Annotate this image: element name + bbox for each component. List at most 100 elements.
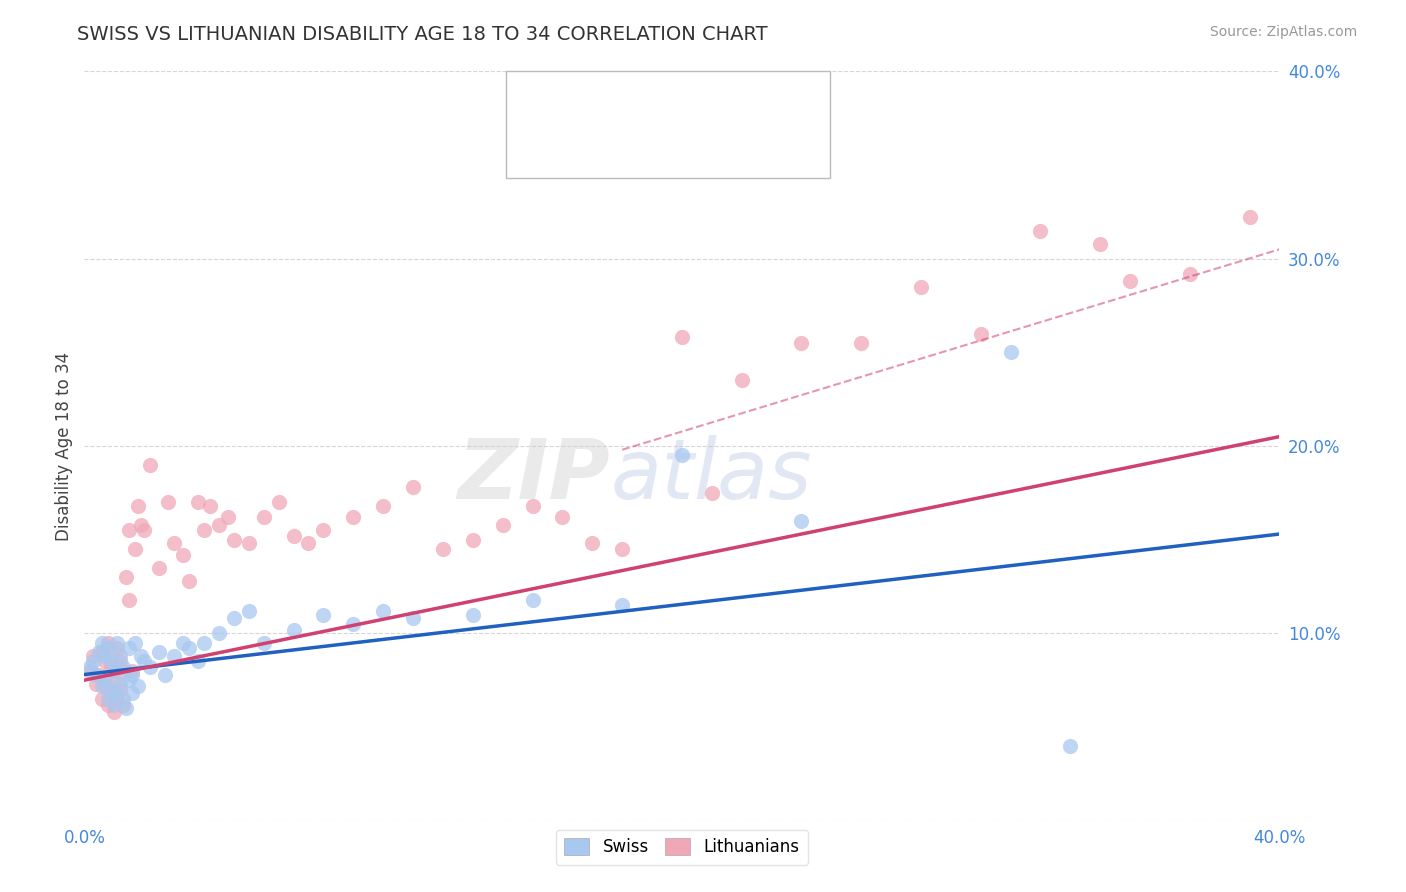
Point [1000, 345, 1022, 359]
Point [112, 692, 135, 706]
Text: 53: 53 [696, 94, 718, 112]
Point [612, 542, 634, 557]
Point [121, 686, 143, 700]
Point [1090, 236, 1112, 251]
Point [522, 499, 544, 513]
Point [132, 524, 156, 538]
Point [79, 664, 101, 678]
Point [118, 641, 141, 656]
Point [581, 536, 603, 550]
Point [1178, 267, 1201, 281]
Point [94, 655, 117, 669]
Point [82, 655, 104, 669]
Point [118, 673, 141, 688]
Point [612, 599, 634, 613]
Point [105, 692, 128, 706]
Point [790, 336, 813, 351]
Point [208, 517, 231, 532]
Text: N =: N = [657, 94, 693, 112]
Point [461, 607, 484, 622]
Point [1119, 274, 1142, 288]
Point [100, 682, 122, 697]
Point [970, 326, 993, 341]
Point [461, 533, 484, 547]
Point [91, 692, 114, 706]
Point [492, 517, 515, 532]
Text: Source: ZipAtlas.com: Source: ZipAtlas.com [1209, 25, 1357, 39]
Point [132, 655, 156, 669]
Point [112, 664, 135, 678]
Point [217, 510, 239, 524]
Text: 68: 68 [696, 134, 718, 152]
Point [671, 330, 693, 344]
Point [127, 679, 149, 693]
Point [105, 686, 128, 700]
Point [91, 635, 114, 649]
Point [91, 645, 114, 659]
Text: SWISS VS LITHUANIAN DISABILITY AGE 18 TO 34 CORRELATION CHART: SWISS VS LITHUANIAN DISABILITY AGE 18 TO… [77, 25, 768, 44]
Point [163, 648, 186, 663]
Point [89, 645, 111, 659]
Point [110, 655, 132, 669]
Point [790, 514, 813, 528]
Text: 0.211: 0.211 [600, 94, 652, 112]
Point [432, 542, 454, 557]
Point [177, 574, 200, 588]
Text: ZIP: ZIP [457, 435, 610, 516]
Point [193, 635, 215, 649]
Point [177, 641, 200, 656]
Point [312, 524, 335, 538]
Point [112, 698, 135, 712]
Point [110, 677, 132, 691]
Point [283, 623, 305, 637]
Point [157, 495, 180, 509]
Point [267, 495, 290, 509]
Point [91, 679, 114, 693]
Point [522, 592, 544, 607]
Point [112, 660, 135, 674]
Point [238, 536, 260, 550]
Point [121, 664, 143, 678]
Point [238, 604, 260, 618]
Point [297, 536, 319, 550]
Point [97, 641, 120, 656]
Point [172, 635, 194, 649]
Point [222, 611, 245, 625]
Point [402, 611, 425, 625]
Point [700, 486, 723, 500]
Point [118, 524, 141, 538]
Point [97, 698, 120, 712]
Point [342, 617, 364, 632]
Point [103, 698, 125, 712]
Point [193, 524, 215, 538]
Point [115, 701, 138, 715]
Point [118, 592, 141, 607]
Legend: Swiss, Lithuanians: Swiss, Lithuanians [555, 830, 808, 864]
Point [342, 510, 364, 524]
Point [127, 499, 149, 513]
Text: ■: ■ [534, 134, 551, 152]
Point [373, 604, 395, 618]
Point [402, 480, 425, 494]
Point [79, 660, 101, 674]
Point [312, 607, 335, 622]
Point [253, 635, 276, 649]
Point [172, 548, 194, 562]
Point [103, 705, 125, 719]
Point [129, 648, 152, 663]
Point [86, 667, 108, 681]
Point [124, 542, 146, 557]
Point [121, 667, 143, 681]
Point [86, 677, 108, 691]
Point [105, 641, 128, 656]
Point [373, 499, 395, 513]
Text: ■: ■ [534, 94, 551, 112]
Point [103, 664, 125, 678]
Point [129, 517, 152, 532]
Text: atlas: atlas [610, 435, 811, 516]
Point [148, 645, 170, 659]
Point [110, 682, 132, 697]
Point [910, 280, 932, 294]
Point [198, 499, 221, 513]
Point [94, 679, 117, 693]
